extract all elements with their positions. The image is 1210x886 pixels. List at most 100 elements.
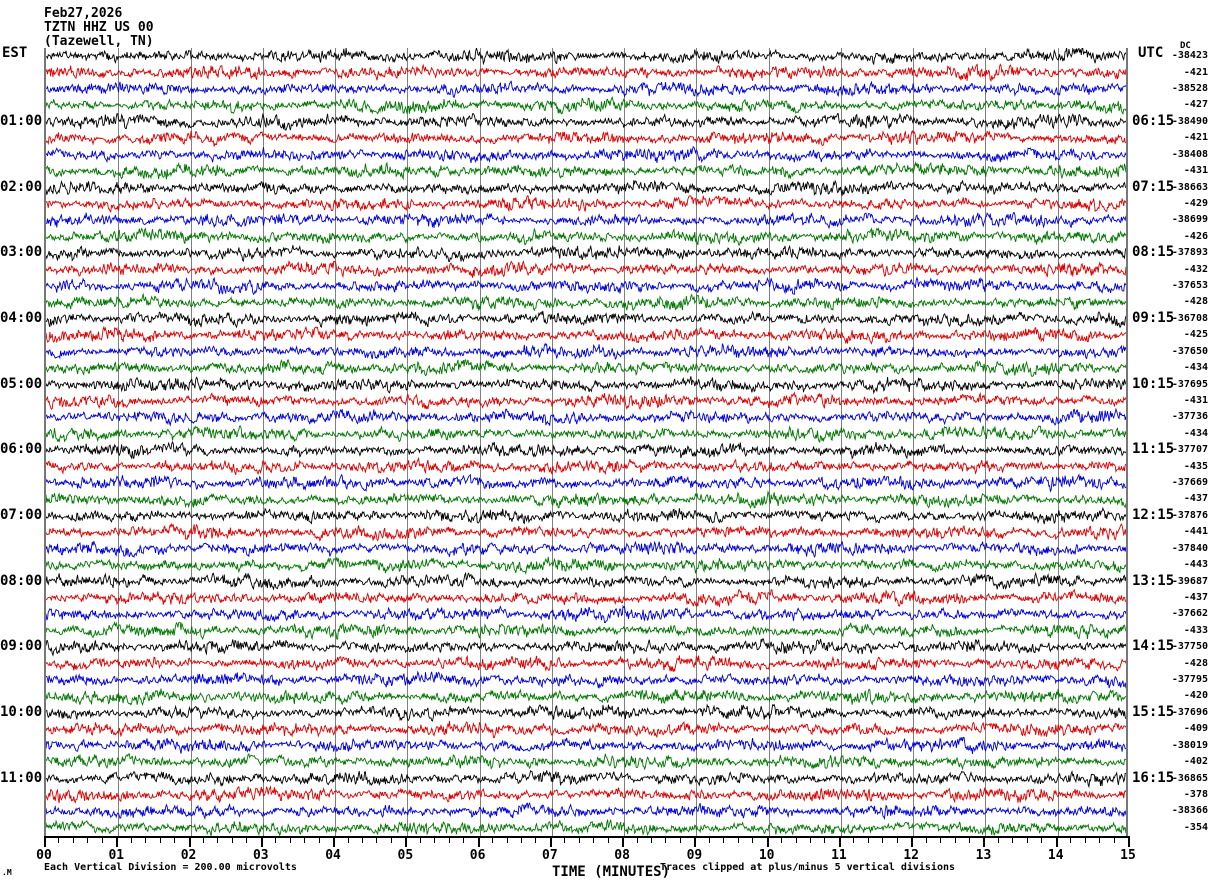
- x-tick-minor: [665, 836, 667, 843]
- x-tick-minor: [969, 836, 970, 843]
- x-tick-minor: [58, 836, 60, 843]
- x-tick-major-11: [838, 836, 841, 847]
- x-tick-minor: [607, 836, 609, 843]
- trace-row-41: [46, 721, 1126, 737]
- x-tick-minor: [347, 836, 349, 843]
- x-tick-major-9: [694, 836, 697, 847]
- trace-row-11: [46, 229, 1126, 245]
- grid-line-minute-3: [262, 48, 264, 836]
- x-tick-minor: [304, 836, 306, 843]
- utc-time-1515: 15:15: [1132, 703, 1175, 720]
- trace-row-1: [46, 64, 1126, 80]
- x-tick-label-07: 07: [542, 848, 558, 863]
- dc-value-row-23: -434: [1183, 427, 1208, 439]
- x-tick-label-05: 05: [397, 848, 414, 863]
- trace-row-20: [46, 376, 1126, 393]
- utc-timezone-label: UTC: [1138, 45, 1164, 61]
- trace-row-33: [46, 590, 1126, 606]
- x-tick-minor: [361, 836, 363, 843]
- utc-time-1415: 14:15: [1132, 638, 1175, 655]
- trace-row-42: [46, 738, 1126, 754]
- dc-value-row-42: -38019: [1171, 739, 1208, 751]
- grid-line-minute-7: [551, 48, 553, 836]
- x-tick-minor: [564, 836, 566, 843]
- x-tick-label-00: 00: [36, 848, 52, 863]
- x-tick-major-0: [44, 836, 46, 847]
- est-time-0500: 05:00: [0, 375, 43, 392]
- est-time-0200: 02:00: [0, 178, 43, 195]
- dc-value-row-40: -37696: [1171, 706, 1208, 718]
- x-tick-minor: [997, 836, 999, 843]
- trace-row-38: [46, 672, 1126, 689]
- trace-row-3: [46, 97, 1126, 113]
- trace-row-18: [46, 344, 1126, 359]
- utc-time-0815: 08:15: [1132, 244, 1175, 261]
- x-tick-minor: [520, 836, 522, 843]
- time-axis: 00 01 02 03 04 05 06 07 08 09 10 11 12 13 14 15: [36, 836, 1136, 863]
- x-tick-major-7: [549, 836, 552, 847]
- dc-value-row-37: -428: [1183, 657, 1208, 669]
- dc-value-row-26: -37669: [1171, 477, 1208, 489]
- x-tick-minor: [419, 836, 421, 843]
- x-tick-minor: [636, 836, 638, 843]
- trace-row-34: [46, 606, 1126, 622]
- x-tick-minor: [159, 836, 161, 843]
- trace-row-35: [46, 623, 1126, 639]
- grid-line-minute-9: [696, 48, 698, 836]
- grid-line-minute-2: [190, 48, 192, 836]
- x-tick-minor: [492, 836, 494, 843]
- dc-value-row-15: -428: [1183, 296, 1208, 308]
- grid-line-minute-12: [913, 48, 915, 836]
- dc-value-row-36: -37750: [1171, 641, 1208, 653]
- x-tick-label-02: 02: [180, 848, 197, 863]
- trace-row-19: [46, 360, 1126, 376]
- dc-value-row-39: -420: [1183, 690, 1208, 702]
- x-tick-label-09: 09: [686, 848, 703, 863]
- x-tick-major-3: [260, 836, 263, 847]
- trace-row-47: [46, 820, 1126, 836]
- x-tick-label-12: 12: [903, 848, 920, 863]
- x-tick-minor: [535, 836, 537, 843]
- x-tick-minor: [810, 836, 812, 843]
- trace-row-26: [46, 475, 1126, 492]
- est-time-0400: 04:00: [0, 309, 43, 326]
- grid-line-minute-8: [624, 48, 626, 836]
- header-location: (Tazewell, TN): [44, 34, 154, 49]
- dc-value-row-0: -38423: [1171, 50, 1208, 62]
- trace-row-40: [46, 705, 1126, 721]
- x-tick-minor: [130, 836, 132, 843]
- est-timezone-label: EST: [2, 45, 28, 61]
- dc-value-row-28: -37876: [1171, 509, 1208, 521]
- trace-row-37: [46, 655, 1126, 671]
- dc-value-row-34: -37662: [1171, 608, 1208, 620]
- trace-row-31: [46, 557, 1126, 573]
- trace-row-13: [46, 261, 1126, 277]
- trace-row-24: [46, 442, 1126, 458]
- x-tick-minor: [737, 836, 739, 843]
- seismogram-plot[interactable]: [44, 48, 1128, 836]
- trace-row-36: [46, 639, 1126, 655]
- dc-value-row-1: -421: [1183, 66, 1208, 78]
- x-tick-minor: [781, 836, 783, 843]
- trace-row-30: [46, 541, 1126, 557]
- est-time-0100: 01:00: [0, 112, 43, 129]
- trace-row-39: [46, 689, 1126, 705]
- x-tick-minor: [1012, 836, 1014, 843]
- est-time-0900: 09:00: [0, 638, 43, 655]
- dc-value-row-30: -37840: [1171, 542, 1208, 554]
- x-tick-minor: [376, 836, 378, 843]
- x-tick-minor: [1113, 836, 1115, 843]
- grid-line-minute-11: [840, 48, 842, 836]
- utc-time-0615: 06:15: [1132, 112, 1175, 129]
- x-tick-minor: [824, 836, 826, 843]
- utc-time-1115: 11:15: [1132, 441, 1175, 458]
- dc-value-row-24: -37707: [1171, 444, 1208, 456]
- utc-time-1315: 13:15: [1132, 572, 1175, 589]
- trace-row-28: [46, 508, 1126, 524]
- x-tick-major-4: [333, 836, 336, 847]
- x-tick-major-1: [116, 836, 119, 847]
- x-tick-minor: [679, 836, 681, 843]
- dc-value-row-29: -441: [1183, 526, 1208, 538]
- x-tick-minor: [752, 836, 754, 843]
- trace-row-12: [46, 245, 1126, 261]
